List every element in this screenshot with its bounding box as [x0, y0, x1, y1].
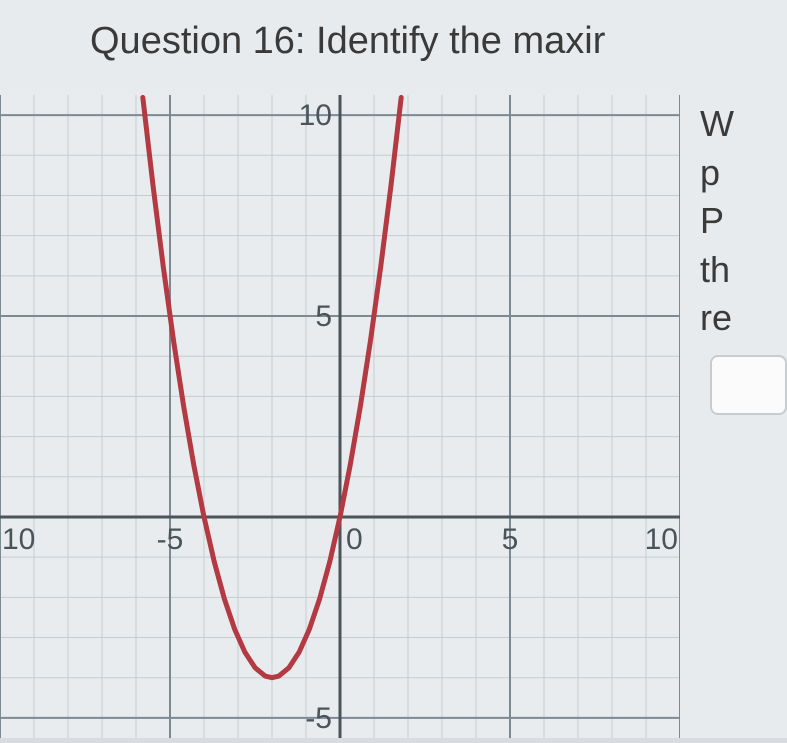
svg-text:0: 0: [346, 523, 363, 556]
page-container: Question 16: Identify the maxir 10-50510…: [0, 0, 787, 738]
side-text-line: p: [700, 149, 734, 198]
side-text-line: W: [700, 100, 734, 149]
answer-input[interactable]: [710, 355, 787, 415]
chart-area: 10 -5 0 5 10 -5 5 10: [0, 95, 680, 738]
side-paragraph: W p P th re: [700, 100, 734, 343]
svg-text:5: 5: [315, 300, 332, 333]
svg-text:-5: -5: [157, 523, 184, 556]
side-text-line: P: [700, 197, 734, 246]
svg-text:10: 10: [299, 99, 332, 132]
parabola-chart: 10 -5 0 5 10 -5 5 10: [0, 95, 680, 738]
svg-text:10: 10: [645, 523, 678, 556]
svg-text:5: 5: [502, 523, 519, 556]
side-text-line: th: [700, 246, 734, 295]
question-title: Question 16: Identify the maxir: [90, 20, 605, 63]
svg-text:-5: -5: [305, 702, 332, 735]
svg-text:10: 10: [2, 523, 35, 556]
side-text-line: re: [700, 294, 734, 343]
